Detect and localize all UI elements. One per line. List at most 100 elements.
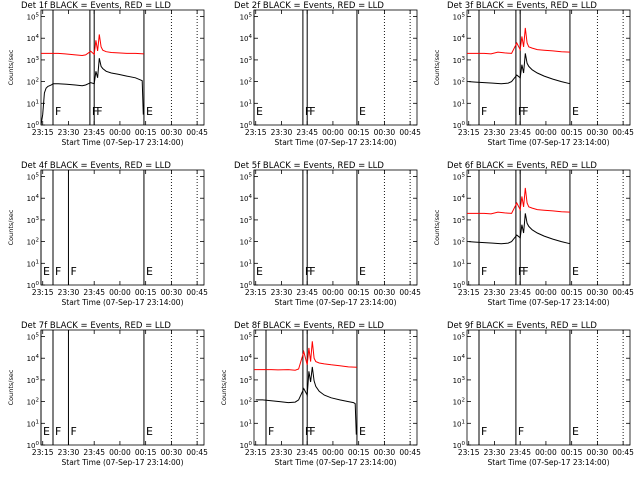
marker-label: F <box>96 105 102 118</box>
marker-label: E <box>256 105 263 118</box>
y-tick-label: 100 <box>240 281 253 290</box>
plot-frame <box>253 169 418 286</box>
x-tick-label: 00:15 <box>348 288 370 297</box>
marker-label: F <box>55 105 61 118</box>
y-tick-label: 104 <box>453 34 466 43</box>
x-tick-label: 23:30 <box>58 288 80 297</box>
marker-label: E <box>43 425 50 438</box>
chart-title: Det 3f BLACK = Events, RED = LLD <box>447 1 597 11</box>
chart-panel-4: Det 4f BLACK = Events, RED = LLD 100 101 10… <box>7 161 208 307</box>
y-tick-label: 103 <box>453 376 466 385</box>
y-tick-label: 100 <box>453 121 466 130</box>
x-tick-label: 00:00 <box>109 128 131 137</box>
y-tick-label: 100 <box>240 441 253 450</box>
y-tick-label: 104 <box>453 354 466 363</box>
y-tick-label: 102 <box>240 398 252 407</box>
y-tick-label: 104 <box>453 194 466 203</box>
x-tick-label: 00:30 <box>374 128 396 137</box>
chart-panel-5: Det 5f BLACK = Events, RED = LLD 100 101 10… <box>234 161 421 307</box>
y-tick-label: 102 <box>453 238 465 247</box>
x-tick-label: 23:30 <box>484 448 506 457</box>
y-tick-label: 100 <box>453 281 466 290</box>
x-tick-label: 00:45 <box>399 128 421 137</box>
x-tick-label: 00:30 <box>161 288 183 297</box>
x-tick-label: 00:00 <box>109 288 131 297</box>
x-tick-label: 00:15 <box>135 448 157 457</box>
marker-label: E <box>43 265 50 278</box>
x-tick-label: 00:30 <box>587 288 609 297</box>
plot-frame <box>40 9 205 126</box>
x-tick-label: 00:45 <box>612 128 634 137</box>
y-tick-label: 102 <box>453 78 465 87</box>
x-tick-label: 00:15 <box>561 128 583 137</box>
y-tick-label: 105 <box>453 13 466 22</box>
y-tick-label: 100 <box>240 121 253 130</box>
y-tick-label: 103 <box>240 376 253 385</box>
chart-panel-2: Det 2f BLACK = Events, RED = LLD 100 101 10… <box>234 1 421 147</box>
x-tick-label: 23:15 <box>32 128 54 137</box>
marker-label: F <box>268 425 274 438</box>
marker-label: F <box>70 425 76 438</box>
series-events-line <box>40 58 144 126</box>
chart-title: Det 6f BLACK = Events, RED = LLD <box>447 161 597 171</box>
y-tick-label: 105 <box>27 333 40 342</box>
series-lld-line <box>467 187 570 215</box>
y-tick-label: 105 <box>453 333 466 342</box>
x-axis-label: Start Time (07-Sep-17 23:14:00) <box>488 458 610 467</box>
marker-label: F <box>305 425 311 438</box>
chart-title: Det 9f BLACK = Events, RED = LLD <box>447 321 597 331</box>
x-tick-label: 00:45 <box>399 448 421 457</box>
marker-label: E <box>572 425 579 438</box>
x-axis-label: Start Time (07-Sep-17 23:14:00) <box>275 138 397 147</box>
x-tick-label: 23:45 <box>83 448 105 457</box>
marker-label: E <box>572 105 579 118</box>
x-tick-label: 00:45 <box>399 288 421 297</box>
y-tick-label: 101 <box>453 259 465 268</box>
marker-label: E <box>256 265 263 278</box>
y-axis-label: Counts/sec <box>433 49 441 85</box>
x-tick-label: 00:00 <box>109 448 131 457</box>
x-tick-label: 00:15 <box>561 448 583 457</box>
marker-label: F <box>518 425 524 438</box>
x-tick-label: 00:00 <box>535 448 557 457</box>
chart-title: Det 2f BLACK = Events, RED = LLD <box>234 1 384 11</box>
plot-frame <box>466 169 631 286</box>
plot-frame <box>40 329 205 446</box>
x-axis-label: Start Time (07-Sep-17 23:14:00) <box>488 298 610 307</box>
x-tick-label: 23:15 <box>458 448 480 457</box>
x-tick-label: 23:45 <box>296 288 318 297</box>
x-tick-label: 00:15 <box>561 288 583 297</box>
x-tick-label: 00:45 <box>612 448 634 457</box>
y-tick-label: 103 <box>27 216 40 225</box>
chart-title: Det 1f BLACK = Events, RED = LLD <box>21 1 171 11</box>
y-tick-label: 104 <box>27 194 40 203</box>
y-tick-label: 103 <box>453 56 466 65</box>
chart-panel-1: Det 1f BLACK = Events, RED = LLD 100 101 10… <box>7 1 208 147</box>
marker-label: F <box>55 265 61 278</box>
plot-frame <box>253 9 418 126</box>
x-tick-label: 23:45 <box>509 288 531 297</box>
marker-label: F <box>305 105 311 118</box>
marker-label: F <box>309 265 315 278</box>
marker-label: E <box>146 105 153 118</box>
chart-title: Det 5f BLACK = Events, RED = LLD <box>234 161 384 171</box>
x-tick-label: 23:15 <box>245 128 267 137</box>
chart-panel-3: Det 3f BLACK = Events, RED = LLD 100 101 10… <box>433 1 634 147</box>
y-tick-label: 102 <box>240 78 252 87</box>
marker-label: F <box>481 265 487 278</box>
marker-label: F <box>518 265 524 278</box>
chart-title: Det 4f BLACK = Events, RED = LLD <box>21 161 171 171</box>
y-tick-label: 104 <box>240 354 253 363</box>
x-tick-label: 23:30 <box>271 128 293 137</box>
y-axis-label: Counts/sec <box>7 209 15 245</box>
x-tick-label: 00:15 <box>348 128 370 137</box>
y-tick-label: 101 <box>27 99 39 108</box>
x-tick-label: 23:15 <box>245 448 267 457</box>
x-tick-label: 00:00 <box>322 448 344 457</box>
y-tick-label: 105 <box>240 333 253 342</box>
marker-label: E <box>572 265 579 278</box>
y-tick-label: 102 <box>27 238 39 247</box>
marker-label: F <box>309 425 315 438</box>
y-tick-label: 100 <box>27 121 40 130</box>
